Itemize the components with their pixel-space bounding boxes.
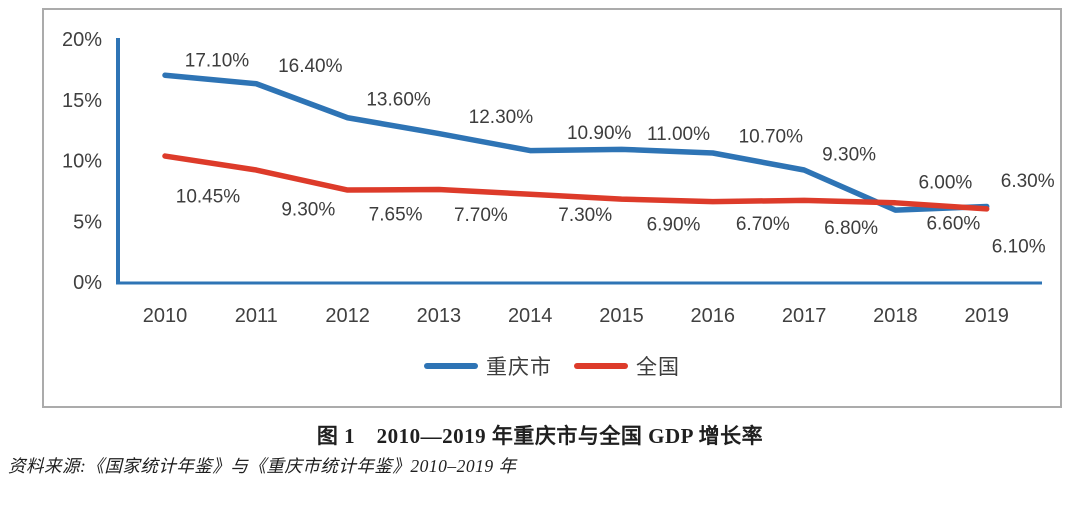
x-tick-label: 2012 [325, 305, 370, 327]
data-label: 12.30% [469, 107, 534, 128]
data-label: 6.10% [992, 236, 1046, 257]
data-label: 7.65% [369, 205, 423, 226]
data-label: 6.60% [926, 213, 980, 234]
data-label: 10.70% [739, 126, 804, 147]
data-label: 7.70% [454, 205, 508, 226]
data-label: 6.00% [918, 173, 972, 194]
legend-label-national: 全国 [636, 356, 680, 379]
x-tick-label: 2013 [417, 305, 462, 327]
data-label: 17.10% [185, 51, 250, 72]
y-tick-label: 20% [62, 29, 102, 51]
source-note: 资料来源:《国家统计年鉴》与《重庆市统计年鉴》2010–2019 年 [8, 456, 517, 476]
y-tick-label: 0% [73, 272, 102, 294]
data-label: 6.30% [1001, 171, 1055, 192]
x-tick-label: 2011 [235, 305, 278, 327]
data-label: 6.80% [824, 218, 878, 239]
data-label: 7.30% [558, 205, 612, 226]
gdp-line-chart: 0% 5% 10% 15% 20% 2010 2011 2012 2013 2014 2015 201… [62, 29, 1055, 327]
y-tick-label: 15% [62, 90, 102, 112]
chart-panel: 0% 5% 10% 15% 20% 2010 2011 2012 2013 2014 2015 201… [42, 8, 1062, 408]
x-tick-label: 2018 [873, 305, 918, 327]
data-label: 9.30% [822, 145, 876, 166]
legend-item-national: 全国 [574, 351, 680, 381]
series-line-1 [162, 153, 990, 212]
national-line-swatch [574, 363, 628, 369]
data-label: 13.60% [366, 89, 431, 110]
y-tick-label: 10% [62, 151, 102, 173]
x-tick-label: 2016 [691, 305, 736, 327]
data-label: 10.90% [567, 123, 632, 144]
legend-item-chongqing: 重庆市 [424, 351, 552, 381]
x-tick-label: 2017 [782, 305, 827, 327]
x-tick-label: 2015 [599, 305, 644, 327]
data-label: 6.70% [736, 214, 790, 235]
data-label: 9.30% [281, 200, 335, 221]
chart-legend: 重庆市 全国 [44, 351, 1060, 381]
x-tick-label: 2019 [964, 305, 1009, 327]
x-tick-label: 2010 [143, 305, 188, 327]
figure-caption: 图 1 2010—2019 年重庆市与全国 GDP 增长率 [316, 424, 764, 448]
data-label: 11.00% [647, 124, 710, 145]
chongqing-line-swatch [424, 363, 478, 369]
legend-label-chongqing: 重庆市 [486, 356, 552, 379]
data-label: 10.45% [176, 187, 241, 208]
data-label: 6.90% [647, 215, 701, 236]
y-tick-label: 5% [73, 211, 102, 233]
x-tick-label: 2014 [508, 305, 553, 327]
series-line-0 [162, 72, 990, 213]
data-label: 16.40% [278, 56, 343, 77]
